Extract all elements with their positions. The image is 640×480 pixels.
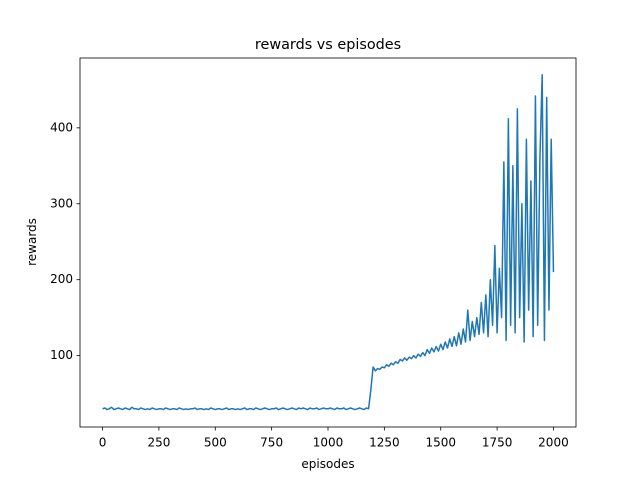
x-tick-label: 2000: [538, 436, 569, 450]
x-tick-label: 500: [204, 436, 227, 450]
x-tick-label: 250: [147, 436, 170, 450]
x-tick-label: 750: [260, 436, 283, 450]
x-tick-label: 1250: [369, 436, 400, 450]
x-tick-label: 0: [99, 436, 107, 450]
data-line: [102, 73, 555, 411]
y-axis-label: rewards: [25, 218, 39, 266]
x-tick-label: 1000: [313, 436, 344, 450]
chart-title: rewards vs episodes: [255, 37, 401, 53]
y-tick-label: 200: [50, 272, 73, 286]
x-tick-label: 1500: [425, 436, 456, 450]
y-tick-label: 100: [50, 348, 73, 362]
y-tick-label: 400: [50, 120, 73, 134]
plot-frame: [79, 57, 577, 428]
y-tick-label: 300: [50, 196, 73, 210]
x-axis-label: episodes: [301, 457, 354, 471]
x-tick-label: 1750: [482, 436, 513, 450]
